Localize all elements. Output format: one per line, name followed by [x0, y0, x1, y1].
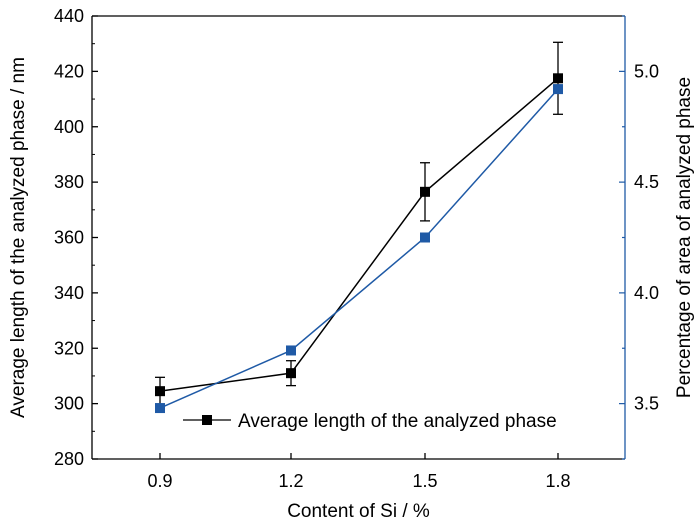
x-tick-label: 1.2 — [278, 471, 303, 491]
legend-marker — [202, 415, 212, 425]
data-point-1 — [286, 345, 296, 356]
x-axis-label: Content of Si / % — [287, 501, 430, 522]
data-point-0 — [553, 73, 563, 84]
data-point-0 — [286, 368, 296, 379]
y-tick-label-left: 400 — [54, 117, 84, 137]
y-tick-label-right: 4.5 — [634, 172, 659, 192]
y-tick-label-left: 340 — [54, 283, 84, 303]
y-tick-label-left: 300 — [54, 394, 84, 414]
data-point-0 — [155, 386, 165, 397]
y-tick-label-right: 4.0 — [634, 283, 659, 303]
legend: Average length of the analyzed phase — [183, 411, 557, 432]
data-point-0 — [420, 186, 430, 197]
axes-frame: 280 300 320 340 360 380 400 420 440 3.5 4.0 4.5 5.0 0… — [54, 6, 659, 491]
data-point-1 — [420, 232, 430, 243]
y-tick-label-right: 3.5 — [634, 394, 659, 414]
series-line-1 — [159, 88, 559, 409]
y-axis-label-right: Percentage of area of analyzed phase — [674, 77, 695, 398]
data-point-1 — [155, 403, 165, 414]
series-layer — [155, 41, 563, 414]
y-tick-label-left: 440 — [54, 6, 84, 26]
y-axis-label-left: Average length of the analyzed phase / n… — [8, 57, 29, 418]
series-line-0 — [159, 77, 559, 392]
y-tick-label-right: 5.0 — [634, 61, 659, 81]
legend-label: Average length of the analyzed phase — [238, 411, 557, 432]
x-tick-label: 1.5 — [412, 471, 437, 491]
y-tick-label-left: 380 — [54, 172, 84, 192]
data-point-1 — [553, 84, 563, 95]
y-tick-label-left: 280 — [54, 449, 84, 469]
y-tick-label-left: 320 — [54, 338, 84, 358]
y-tick-label-left: 360 — [54, 228, 84, 248]
x-tick-label: 0.9 — [147, 471, 172, 491]
y-tick-label-left: 420 — [54, 61, 84, 81]
x-tick-label: 1.8 — [545, 471, 570, 491]
